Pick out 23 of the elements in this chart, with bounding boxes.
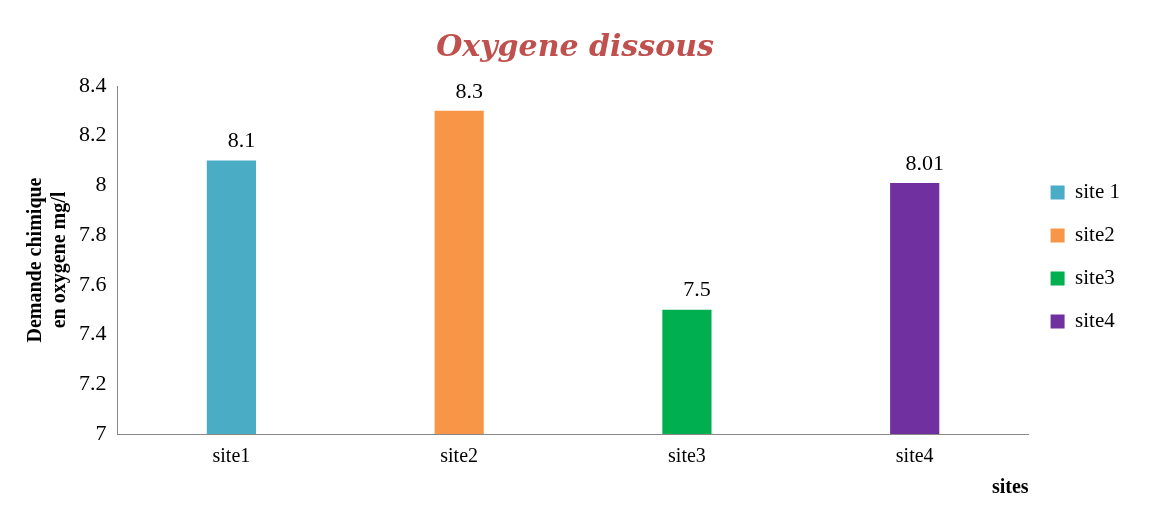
- x-tick-label: site3: [668, 444, 706, 467]
- x-tick-label: site1: [212, 444, 251, 467]
- y-tick-label: 8.4: [79, 71, 107, 97]
- y-axis-title: Demande chimique en oxygene mg/l: [23, 177, 71, 343]
- y-tick-label: 7.2: [79, 370, 107, 396]
- data-label: 8.01: [905, 149, 944, 175]
- y-tick-label: 8.2: [79, 121, 107, 147]
- legend-label: site2: [1075, 222, 1115, 247]
- data-label: 8.3: [455, 77, 483, 103]
- x-tick-label: site4: [895, 444, 934, 467]
- y-tick-label: 7.6: [79, 270, 107, 296]
- x-axis-title: sites: [991, 475, 1029, 498]
- x-tick-label: site2: [440, 444, 479, 467]
- legend-label: site3: [1075, 265, 1115, 290]
- data-label: 7.5: [683, 276, 711, 302]
- data-label: 8.1: [227, 127, 256, 153]
- chart-title: Oxygene dissous: [436, 27, 714, 63]
- y-tick-label: 7: [95, 419, 107, 445]
- y-tick-label: 7.8: [79, 220, 107, 246]
- y-tick-label: 8: [95, 171, 107, 197]
- legend-label: site 1: [1075, 179, 1121, 204]
- legend-label: site4: [1075, 308, 1116, 333]
- y-tick-label: 7.4: [79, 320, 107, 346]
